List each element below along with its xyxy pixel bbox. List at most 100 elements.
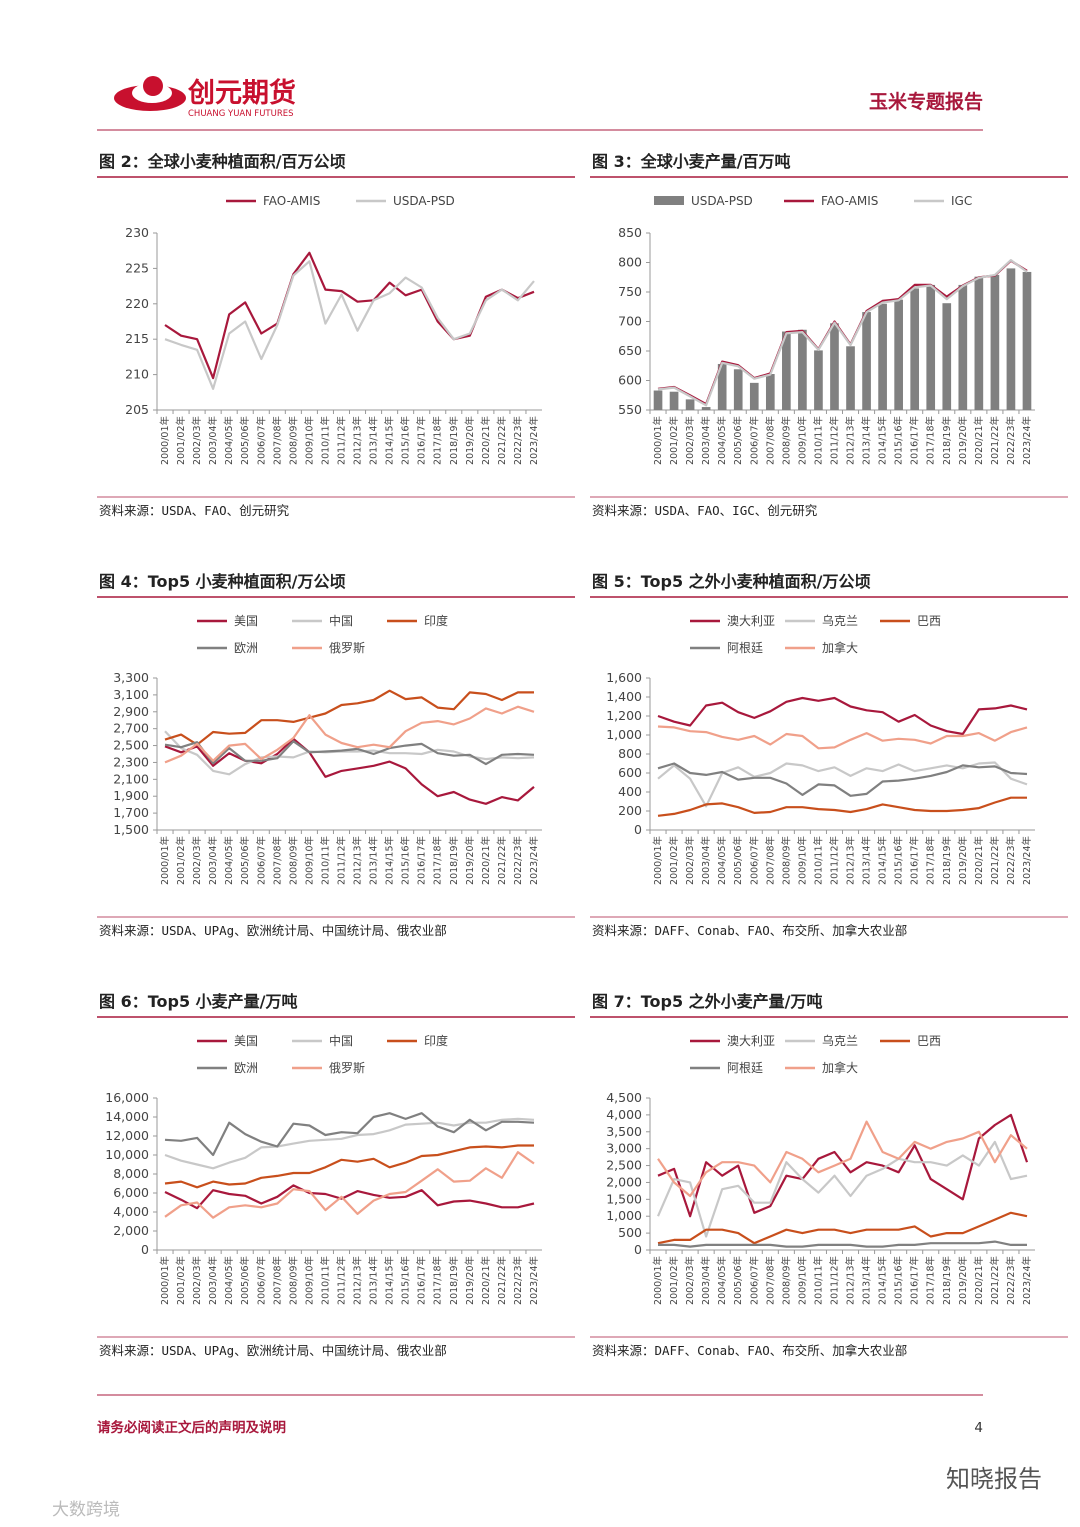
line-series — [657, 259, 1028, 407]
bar — [942, 303, 952, 410]
x-tick-label: 2010/11年 — [812, 1256, 824, 1305]
bar — [782, 331, 791, 410]
x-tick-label: 2015/16年 — [400, 836, 412, 885]
y-tick-label: 1,500 — [113, 822, 149, 837]
x-tick-label: 2013/14年 — [861, 416, 873, 465]
y-tick-label: 3,300 — [113, 670, 149, 685]
legend-label: 阿根廷 — [727, 641, 763, 655]
report-title: 玉米专题报告 — [869, 90, 983, 113]
x-tick-label: 2004/05年 — [223, 416, 235, 465]
x-tick-label: 2010/11年 — [319, 836, 331, 885]
bar — [862, 312, 871, 410]
legend-label: USDA-PSD — [393, 194, 455, 208]
line-series — [657, 1120, 1028, 1198]
y-tick-label: 500 — [618, 1225, 642, 1240]
bar — [990, 274, 1000, 410]
logo-dot — [143, 76, 163, 96]
bar — [926, 284, 936, 410]
x-tick-label: 2003/04年 — [700, 416, 712, 465]
x-tick-label: 2004/05年 — [223, 1256, 235, 1305]
x-tick-label: 2002/03年 — [684, 416, 696, 465]
y-tick-label: 4,500 — [606, 1090, 642, 1105]
y-tick-label: 1,500 — [606, 1191, 642, 1206]
y-tick-label: 8,000 — [113, 1166, 149, 1181]
chart-title: 图 2：全球小麦种植面积/百万公顷 — [99, 152, 346, 171]
legend-label: 巴西 — [917, 614, 941, 628]
bar — [669, 391, 679, 410]
x-tick-label: 2005/06年 — [732, 836, 744, 885]
y-tick-label: 1,400 — [606, 689, 642, 704]
x-tick-label: 2022/23年 — [1005, 836, 1017, 885]
legend-label: FAO-AMIS — [821, 194, 878, 208]
x-tick-label: 2023/24年 — [1021, 416, 1033, 465]
x-tick-label: 2023/24年 — [528, 1256, 540, 1305]
x-tick-label: 2017/18年 — [925, 836, 937, 885]
y-tick-label: 1,600 — [606, 670, 642, 685]
line-series — [657, 796, 1027, 817]
watermark: 大数跨境 — [52, 1500, 120, 1520]
x-tick-label: 2020/21年 — [973, 1256, 985, 1305]
y-tick-label: 230 — [125, 225, 149, 240]
x-tick-label: 2004/05年 — [716, 416, 728, 465]
x-tick-label: 2001/02年 — [668, 416, 680, 465]
y-tick-label: 2,000 — [113, 1223, 149, 1238]
line-series — [657, 1211, 1028, 1245]
y-tick-label: 1,700 — [113, 805, 149, 820]
x-tick-label: 2008/09年 — [780, 416, 792, 465]
x-tick-label: 2020/21年 — [973, 416, 985, 465]
legend-label: 乌克兰 — [822, 613, 858, 628]
x-tick-label: 2006/07年 — [255, 416, 267, 465]
chart-title: 图 6：Top5 小麦产量/万吨 — [99, 992, 298, 1011]
x-tick-label: 2019/20年 — [464, 1256, 476, 1305]
bar — [974, 276, 984, 410]
x-tick-label: 2001/02年 — [175, 1256, 187, 1305]
bar — [878, 303, 887, 410]
x-tick-label: 2010/11年 — [812, 836, 824, 885]
line-series — [657, 725, 1028, 750]
x-tick-label: 2007/08年 — [271, 1256, 283, 1305]
x-tick-label: 2017/18年 — [925, 416, 937, 465]
bar — [1022, 271, 1032, 410]
legend-label: USDA-PSD — [691, 194, 753, 208]
legend-label: 美国 — [234, 1034, 258, 1048]
line-series — [658, 1240, 1027, 1248]
x-tick-label: 2022/23年 — [512, 416, 524, 465]
x-tick-label: 2019/20年 — [957, 836, 969, 885]
y-tick-label: 16,000 — [105, 1090, 149, 1105]
chart-source: 资料来源：DAFF、Conab、FAO、布交所、加拿大农业部 — [592, 923, 907, 938]
x-tick-label: 2005/06年 — [239, 1256, 251, 1305]
legend-label: 欧洲 — [234, 1061, 258, 1075]
y-tick-label: 14,000 — [105, 1109, 149, 1124]
y-tick-label: 6,000 — [113, 1185, 149, 1200]
logo-en: CHUANG YUAN FUTURES — [188, 109, 294, 119]
x-tick-label: 2007/08年 — [764, 1256, 776, 1305]
chart-title: 图 5：Top5 之外小麦种植面积/万公顷 — [592, 572, 871, 591]
bar — [749, 382, 759, 410]
bar — [910, 288, 920, 410]
x-tick-label: 2012/13年 — [352, 836, 364, 885]
x-tick-label: 2008/09年 — [780, 836, 792, 885]
legend-label: 美国 — [234, 614, 258, 628]
x-tick-label: 2022/23年 — [512, 1256, 524, 1305]
chart-title: 图 3：全球小麦产量/百万吨 — [592, 152, 791, 171]
x-tick-label: 2005/06年 — [239, 416, 251, 465]
line-series — [164, 1112, 535, 1157]
x-tick-label: 2021/22年 — [989, 1256, 1001, 1305]
x-tick-label: 2021/22年 — [496, 836, 508, 885]
x-tick-label: 2022/23年 — [512, 836, 524, 885]
x-tick-label: 2014/15年 — [877, 1256, 889, 1305]
x-tick-label: 2013/14年 — [368, 836, 380, 885]
y-tick-label: 210 — [125, 367, 149, 382]
x-tick-label: 2006/07年 — [255, 1256, 267, 1305]
x-tick-label: 2009/10年 — [303, 836, 315, 885]
legend-label: 加拿大 — [822, 640, 858, 655]
x-tick-label: 2018/19年 — [941, 1256, 953, 1305]
x-tick-label: 2002/03年 — [191, 1256, 203, 1305]
y-tick-label: 10,000 — [105, 1147, 149, 1162]
y-tick-label: 4,000 — [113, 1204, 149, 1219]
watermark: 知晓报告 — [946, 1465, 1042, 1493]
line-series — [657, 696, 1028, 736]
x-tick-label: 2007/08年 — [764, 836, 776, 885]
x-tick-label: 2004/05年 — [716, 836, 728, 885]
legend-label: 加拿大 — [822, 1060, 858, 1075]
